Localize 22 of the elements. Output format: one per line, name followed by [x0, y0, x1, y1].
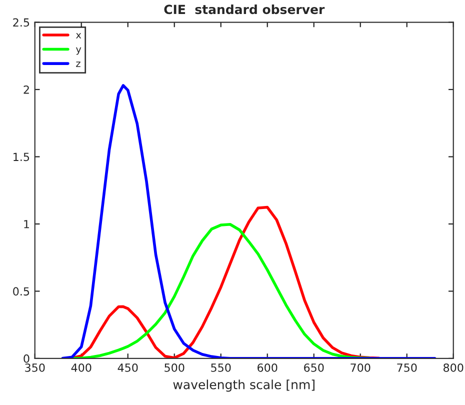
x-tick-label: 750 [397, 363, 417, 372]
x-tick-label: 550 [211, 363, 231, 372]
y-tick-label: 1.5 [14, 152, 30, 162]
y-tick-label: 2.5 [13, 18, 30, 27]
legend-label: z [76, 62, 80, 67]
chart-title: CIE standard observer [164, 4, 325, 14]
x-tick-label: 450 [118, 363, 138, 372]
x-tick-label: 400 [71, 363, 92, 372]
x-tick-label: 650 [304, 363, 324, 372]
x-tick-label: 500 [164, 363, 184, 372]
x-tick-label: 350 [25, 363, 45, 372]
y-tick-label: 2 [24, 85, 29, 94]
y-tick-label: 1 [24, 220, 29, 228]
legend-label: x [76, 33, 82, 38]
x-tick-label: 800 [444, 363, 464, 372]
x-axis-title: wavelength scale [nm] [173, 380, 314, 392]
line-series [61, 84, 436, 358]
x-tick-label: 600 [258, 363, 278, 372]
x-tick-label: 700 [350, 363, 370, 372]
y-tick-label: 0.5 [13, 287, 30, 296]
legend-label: y [76, 47, 82, 55]
y-tick-label: 0 [24, 354, 30, 363]
